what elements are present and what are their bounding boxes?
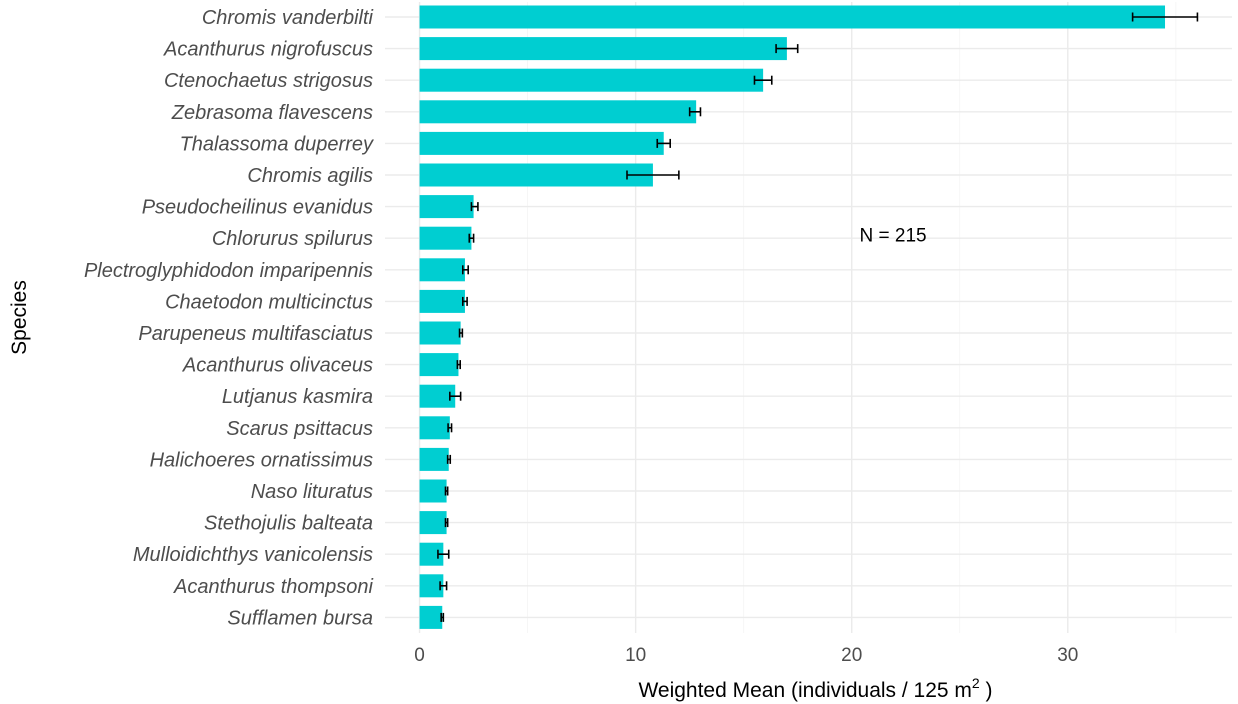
x-tick-label: 20 — [841, 645, 862, 666]
y-tick-label: Acanthurus nigrofuscus — [163, 39, 373, 61]
y-tick-label: Scarus psittacus — [226, 418, 373, 440]
bar — [419, 542, 444, 566]
y-tick-label: Ctenochaetus strigosus — [164, 70, 373, 92]
bar — [419, 37, 787, 61]
y-tick-label: Chromis vanderbilti — [202, 7, 374, 29]
y-tick-label: Acanthurus thompsoni — [173, 576, 374, 598]
y-tick-label: Halichoeres ornatissimus — [150, 449, 373, 471]
error-bar — [753, 75, 773, 85]
error-bar — [688, 107, 702, 117]
y-axis-title: Species — [8, 280, 31, 355]
x-axis-title-main: Weighted Mean (individuals / 125 m — [638, 679, 971, 702]
y-tick-label: Acanthurus olivaceus — [182, 355, 373, 377]
bar — [419, 353, 459, 377]
x-axis-title-end: ) — [980, 679, 993, 702]
error-bar — [456, 360, 461, 370]
y-tick-label: Sufflamen bursa — [227, 607, 373, 629]
x-tick-label: 0 — [414, 645, 425, 666]
x-axis-title-superscript: 2 — [972, 675, 980, 691]
bar — [419, 511, 447, 535]
y-tick-label: Chaetodon multicinctus — [165, 291, 373, 313]
error-bar — [440, 612, 445, 622]
bar — [419, 163, 653, 187]
x-axis-title: Weighted Mean (individuals / 125 m2 ) — [638, 675, 992, 702]
y-tick-label: Lutjanus kasmira — [222, 386, 373, 408]
bar — [419, 416, 450, 440]
error-bar — [656, 138, 672, 148]
bar — [419, 384, 456, 408]
error-bar — [446, 454, 452, 464]
bar — [419, 574, 444, 598]
error-bar — [437, 549, 450, 559]
error-bar — [439, 581, 448, 591]
y-tick-label: Stethojulis balteata — [204, 513, 373, 535]
y-tick-label: Pseudocheilinus evanidus — [142, 197, 373, 219]
error-bar — [458, 328, 464, 338]
y-tick-label: Chlorurus spilurus — [212, 228, 373, 250]
bar — [419, 226, 472, 250]
sample-size-annotation: N = 215 — [860, 226, 927, 247]
error-bar — [775, 44, 799, 54]
bar — [419, 447, 449, 471]
bars — [419, 5, 1166, 629]
y-tick-label: Thalassoma duperrey — [180, 133, 374, 155]
error-bar — [449, 391, 462, 401]
error-bar — [468, 233, 475, 243]
y-tick-labels: Chromis vanderbilti Acanthurus nigrofuscu… — [84, 7, 374, 629]
x-tick-labels: 0 10 20 30 — [414, 645, 1078, 666]
x-tick-label: 30 — [1057, 645, 1078, 666]
error-bar — [447, 423, 453, 433]
bar — [419, 5, 1166, 29]
y-tick-label: Zebrasoma flavescens — [171, 102, 373, 124]
y-tick-label: Mulloidichthys vanicolensis — [133, 544, 373, 566]
bar — [419, 321, 461, 345]
bar — [419, 258, 465, 282]
bar — [419, 131, 664, 155]
error-bar — [461, 265, 469, 275]
bar — [419, 289, 465, 313]
bar — [419, 479, 447, 503]
grid — [385, 2, 1232, 633]
y-tick-label: Chromis agilis — [247, 165, 373, 187]
y-tick-label: Parupeneus multifasciatus — [138, 323, 373, 345]
error-bar — [626, 170, 680, 180]
bar — [419, 68, 764, 92]
bar — [419, 605, 443, 629]
x-tick-label: 10 — [625, 645, 646, 666]
error-bar — [444, 486, 449, 496]
error-bar — [1131, 12, 1199, 22]
error-bar — [444, 518, 449, 528]
y-tick-label: Naso lituratus — [251, 481, 373, 503]
error-bar — [470, 202, 479, 212]
bar — [419, 195, 474, 219]
bar — [419, 100, 697, 124]
error-bar — [461, 296, 468, 306]
error-bars — [437, 12, 1199, 622]
y-tick-label: Plectroglyphidodon imparipennis — [84, 260, 373, 282]
